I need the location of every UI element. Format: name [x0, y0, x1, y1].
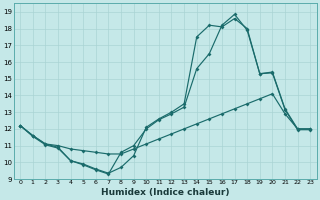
X-axis label: Humidex (Indice chaleur): Humidex (Indice chaleur) — [101, 188, 229, 197]
